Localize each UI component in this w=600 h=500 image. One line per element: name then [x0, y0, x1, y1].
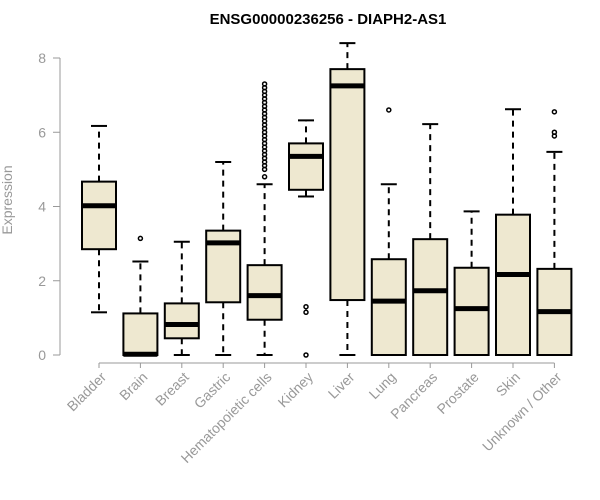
box-1	[122, 235, 159, 357]
box-rect-2	[163, 302, 200, 340]
box-11	[536, 109, 573, 356]
y-tick-label-4: 8	[38, 50, 46, 66]
box-0	[81, 124, 117, 314]
box-rect-7	[370, 258, 407, 356]
chart-title: ENSG00000236256 - DIAPH2-AS1	[210, 11, 447, 28]
y-tick-label-1: 2	[38, 273, 46, 289]
outlier-11-1	[551, 129, 558, 135]
outlier-5-0	[303, 309, 309, 316]
box-4	[246, 81, 283, 356]
outlier-11-2	[551, 109, 558, 115]
y-tick-label-0: 0	[38, 347, 46, 363]
box-rect-4	[246, 264, 283, 321]
box-rect-9	[453, 266, 490, 357]
box-3	[205, 160, 242, 356]
box-rect-8	[412, 238, 449, 356]
box-rect-0	[81, 180, 117, 251]
x-tick-label-1: Brain	[116, 369, 150, 403]
outlier-5-2	[303, 352, 309, 358]
outlier-4-24	[261, 81, 268, 87]
y-axis: 0 2 4 6 8	[38, 50, 61, 363]
outlier-4-0	[261, 174, 268, 180]
x-tick-label-0: Bladder	[64, 369, 110, 415]
box-series	[81, 42, 573, 358]
x-tick-label-7: Lung	[366, 369, 399, 402]
outlier-5-1	[303, 303, 309, 310]
y-axis-title: Expression	[0, 165, 15, 234]
box-rect-1	[122, 312, 159, 357]
x-tick-label-2: Breast	[152, 369, 192, 409]
y-tick-label-2: 4	[38, 199, 46, 215]
box-rect-10	[495, 213, 531, 356]
box-8	[412, 123, 449, 356]
box-10	[495, 108, 531, 356]
x-tick-label-10: Skin	[493, 369, 524, 400]
x-tick-label-11: Unknown / Other	[479, 369, 565, 455]
box-6	[329, 42, 366, 356]
box-9	[453, 210, 490, 357]
x-tick-label-5: Kidney	[275, 369, 317, 411]
outlier-1-0	[137, 235, 144, 242]
y-tick-label-3: 6	[38, 124, 46, 140]
outlier-7-0	[386, 107, 392, 113]
x-tick-label-6: Liver	[325, 369, 358, 402]
box-2	[163, 240, 200, 356]
box-rect-5	[288, 142, 324, 191]
x-tick-label-9: Prostate	[434, 369, 482, 417]
box-rect-6	[329, 68, 366, 302]
box-5	[288, 119, 324, 358]
box-7	[370, 107, 407, 356]
